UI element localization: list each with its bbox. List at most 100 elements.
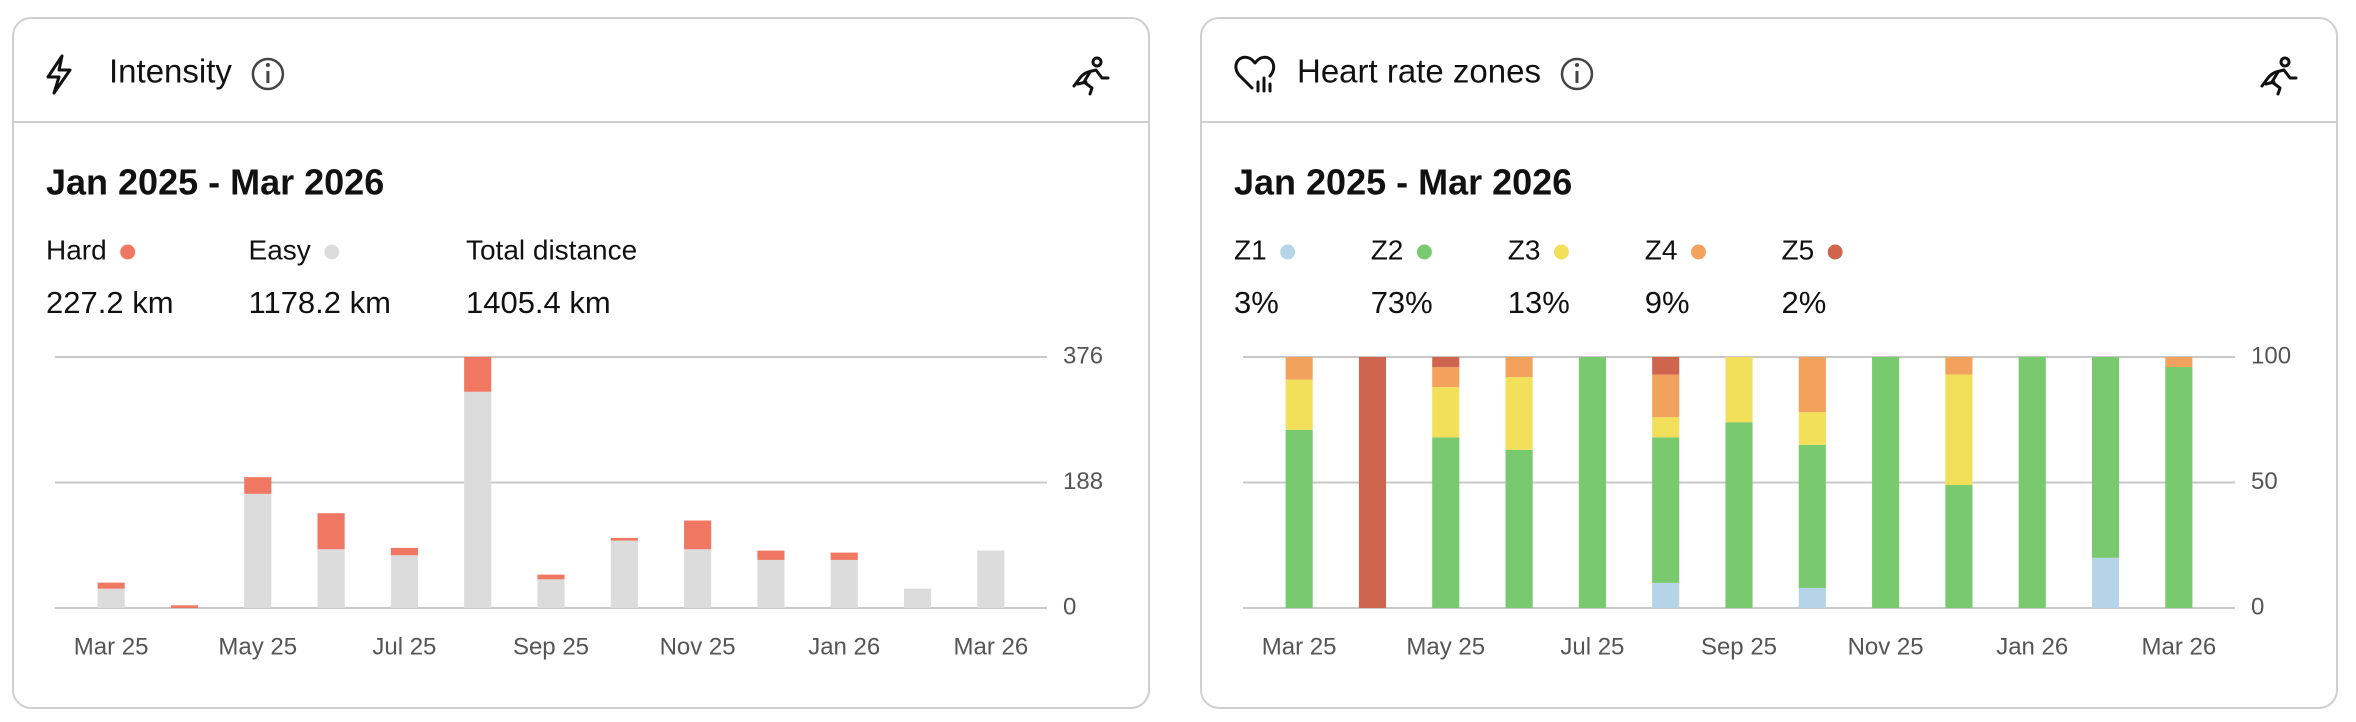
legend-dot	[1690, 244, 1706, 260]
bar-segment	[1725, 357, 1753, 423]
runner-icon[interactable]	[1072, 56, 1110, 96]
bar-segment	[1505, 357, 1533, 378]
bar-segment	[1798, 587, 1826, 608]
bar-segment	[244, 477, 272, 494]
bolt-icon	[46, 54, 72, 95]
bar-segment	[1652, 582, 1680, 608]
legend-value: 73%	[1371, 285, 1433, 320]
bar-segment	[1652, 374, 1680, 418]
bar-segment	[2091, 557, 2120, 608]
bar-segment	[2165, 367, 2193, 608]
legend-dot	[1553, 244, 1569, 260]
bar-segment	[1652, 357, 1680, 375]
info-icon[interactable]	[1560, 57, 1594, 91]
bar-segment	[1432, 357, 1460, 368]
y-tick-label: 0	[1063, 593, 1076, 620]
bar-segment	[1432, 387, 1460, 438]
bar-segment	[903, 588, 932, 608]
bar-segment	[464, 357, 492, 392]
x-tick-label: Mar 26	[2141, 633, 2216, 660]
bar-segment	[2018, 357, 2046, 608]
legend-label: Z2	[1371, 234, 1404, 265]
intensity-card	[12, 17, 1150, 709]
x-tick-label: May 25	[1406, 633, 1485, 660]
heart-rate-card	[1200, 17, 2338, 709]
info-icon[interactable]	[265, 63, 270, 67]
bar-segment	[2091, 357, 2120, 558]
legend-label: Z5	[1781, 234, 1814, 265]
bar-segment	[1945, 357, 1973, 375]
bar-segment	[1285, 379, 1313, 430]
bar-segment	[1432, 367, 1460, 388]
info-icon[interactable]	[251, 57, 285, 91]
x-tick-label: Mar 25	[1262, 633, 1337, 660]
legend-label: Z1	[1234, 234, 1267, 265]
bar-segment	[1798, 357, 1826, 413]
bar-segment	[1945, 374, 1973, 486]
x-tick-label: Nov 25	[660, 633, 736, 660]
period: Jan 2025 - Mar 2026	[1234, 162, 1572, 203]
x-tick-label: Sep 25	[513, 633, 589, 660]
bar-segment	[1872, 357, 1900, 608]
legend-value: 227.2 km	[46, 285, 174, 320]
x-tick-label: Mar 26	[953, 633, 1028, 660]
x-tick-label: Mar 25	[74, 633, 149, 660]
bar-segment	[1285, 357, 1313, 380]
bar-segment	[2165, 357, 2193, 368]
legend-dot	[324, 244, 340, 260]
legend-label: Z3	[1508, 234, 1541, 265]
bar-segment	[1652, 437, 1680, 583]
bar-segment	[1945, 485, 1973, 608]
period: Jan 2025 - Mar 2026	[46, 162, 384, 203]
bar-segment	[1505, 449, 1533, 608]
runner-icon[interactable]	[2260, 56, 2298, 96]
x-tick-label: May 25	[218, 633, 297, 660]
bar-segment	[977, 550, 1005, 608]
bar-segment	[1578, 357, 1606, 608]
x-tick-label: Jul 25	[372, 633, 436, 660]
bar-segment	[830, 552, 858, 560]
bar-segment	[390, 555, 418, 608]
bar-segment	[1432, 437, 1460, 608]
legend-value: 3%	[1234, 285, 1279, 320]
bar-segment	[537, 574, 565, 580]
legend-value: 9%	[1645, 285, 1690, 320]
info-icon[interactable]	[1574, 63, 1579, 67]
bar-segment	[1798, 412, 1826, 445]
bar-segment	[1505, 377, 1533, 450]
legend-dot	[120, 244, 136, 260]
legend-value: 1405.4 km	[466, 285, 611, 320]
bar-segment	[170, 605, 199, 608]
legend-dot	[1827, 244, 1843, 260]
y-tick-label: 0	[2251, 593, 2264, 620]
bar-segment	[1798, 444, 1826, 588]
bar-segment	[97, 582, 125, 589]
bar-segment	[244, 493, 272, 608]
bar-segment	[1285, 429, 1313, 608]
y-tick-label: 50	[2251, 468, 2278, 495]
legend-label: Z4	[1645, 234, 1678, 265]
bar-segment	[464, 391, 492, 608]
heart-icon	[1234, 55, 1276, 93]
card-title: Intensity	[109, 53, 232, 90]
legend-value: 1178.2 km	[249, 285, 391, 320]
bar-segment	[684, 520, 712, 550]
x-tick-label: Jan 26	[808, 633, 880, 660]
bar-segment	[684, 549, 712, 608]
bar-segment	[1358, 357, 1387, 608]
legend-label: Easy	[249, 234, 311, 265]
legend-value: 13%	[1508, 285, 1570, 320]
bar-segment	[610, 537, 638, 541]
x-tick-label: Nov 25	[1848, 633, 1924, 660]
bar-segment	[830, 559, 858, 608]
bar-segment	[317, 513, 345, 550]
bar-segment	[537, 579, 565, 608]
x-tick-label: Jan 26	[1996, 633, 2068, 660]
bar-segment	[610, 540, 638, 608]
legend-dot	[1416, 244, 1432, 260]
y-tick-label: 188	[1063, 468, 1103, 495]
x-tick-label: Jul 25	[1560, 633, 1624, 660]
bar-segment	[317, 549, 345, 608]
bar-segment	[1652, 417, 1680, 438]
